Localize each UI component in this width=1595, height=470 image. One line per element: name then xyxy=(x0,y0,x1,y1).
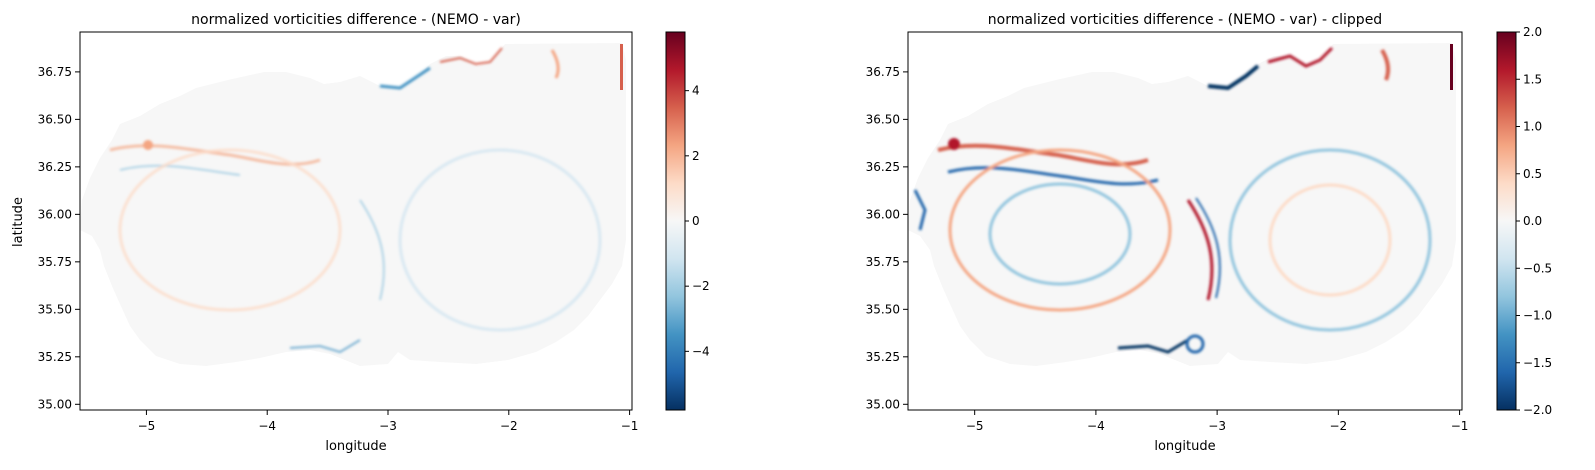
right-central-blue-filament xyxy=(1195,197,1221,299)
right-xlabel: longitude xyxy=(1154,439,1215,454)
right-western-blue-filament xyxy=(947,166,1159,186)
right-xtick-label: −2 xyxy=(1329,419,1347,433)
left-ytick-label: 35.25 xyxy=(38,350,72,364)
left-xtick-label: −4 xyxy=(258,419,276,433)
right-plot-frame xyxy=(907,31,1463,411)
right-chart: normalized vorticities difference - (NEM… xyxy=(866,12,1553,454)
right-colorbar-tick-label: 0.5 xyxy=(1523,167,1542,181)
left-ytick-label: 36.25 xyxy=(38,160,72,174)
left-western-gyre xyxy=(118,148,342,312)
right-ytick-label: 36.00 xyxy=(866,207,900,221)
left-eastern-red-filament xyxy=(550,49,560,79)
left-central-filament xyxy=(359,199,385,301)
right-eastern-gyre-outer xyxy=(1228,148,1432,332)
left-ytick-label: 35.00 xyxy=(38,397,72,411)
right-colorbar: −2.0 −1.5 −1.0 −0.5 0.0 0.5 1.0 1.5 2.0 xyxy=(1496,25,1552,417)
left-x-axis: −5 −4 −3 −2 −1 xyxy=(138,410,639,433)
left-ytick-label: 35.50 xyxy=(38,302,72,316)
right-chart-title: normalized vorticities difference - (NEM… xyxy=(988,12,1382,28)
right-colorbar-ticks: −2.0 −1.5 −1.0 −0.5 0.0 0.5 1.0 1.5 2.0 xyxy=(1516,25,1552,417)
left-xtick-label: −5 xyxy=(138,419,156,433)
left-coastal-blue-filament xyxy=(379,66,431,90)
right-eastern-boundary-strip xyxy=(1450,44,1453,90)
left-ytick-label: 36.50 xyxy=(38,112,72,126)
right-ytick-label: 35.50 xyxy=(866,302,900,316)
right-xtick-label: −1 xyxy=(1451,419,1469,433)
left-colorbar-tick-label: 4 xyxy=(692,84,700,98)
left-y-axis: 35.00 35.25 35.50 35.75 36.00 36.25 36.50 36.75 xyxy=(38,65,80,411)
right-ytick-label: 36.25 xyxy=(866,160,900,174)
left-xtick-label: −1 xyxy=(621,419,639,433)
right-colorbar-tick-label: −2.0 xyxy=(1523,403,1552,417)
left-coastal-red-filament xyxy=(439,47,503,66)
right-xtick-label: −4 xyxy=(1087,419,1105,433)
right-colorbar-tick-label: 0.0 xyxy=(1523,214,1542,228)
right-eastern-red-filament xyxy=(1380,48,1391,81)
left-colorbar-tick-label: 0 xyxy=(692,214,700,228)
left-heatmap xyxy=(80,43,626,366)
right-western-gyre-outer xyxy=(948,148,1172,312)
right-western-gyre-inner xyxy=(988,182,1132,286)
left-xlabel: longitude xyxy=(325,439,386,454)
right-ytick-label: 35.00 xyxy=(866,397,900,411)
right-southern-filament xyxy=(1117,338,1189,354)
left-eastern-boundary-strip xyxy=(620,44,623,90)
left-southern-filament xyxy=(289,339,361,354)
right-xtick-label: −5 xyxy=(966,419,984,433)
left-colorbar: −4 −2 0 2 4 xyxy=(665,31,710,411)
right-colorbar-tick-label: −1.5 xyxy=(1523,356,1552,370)
right-eddy-nw xyxy=(948,138,960,150)
right-ocean-domain xyxy=(908,43,1456,366)
right-colorbar-tick-label: −0.5 xyxy=(1523,261,1552,275)
right-coastal-blue-filament xyxy=(1207,64,1260,91)
right-colorbar-tick-label: 2.0 xyxy=(1523,25,1542,39)
left-colorbar-ticks: −4 −2 0 2 4 xyxy=(685,84,710,358)
right-eastern-gyre-inner xyxy=(1268,183,1392,297)
right-ytick-label: 35.75 xyxy=(866,255,900,269)
right-x-axis: −5 −4 −3 −2 −1 xyxy=(966,410,1469,433)
right-colorbar-tick-label: 1.0 xyxy=(1523,120,1542,134)
right-colorbar-tick-label: −1.0 xyxy=(1523,309,1552,323)
right-western-red-filament xyxy=(937,143,1149,167)
left-ytick-label: 36.00 xyxy=(38,207,72,221)
left-chart-title: normalized vorticities difference - (NEM… xyxy=(191,12,521,28)
left-colorbar-tick-label: −2 xyxy=(692,279,710,293)
left-chart: normalized vorticities difference - (NEM… xyxy=(11,12,710,454)
left-western-blue-filament xyxy=(119,164,241,176)
left-eastern-gyre xyxy=(398,148,602,332)
left-colorbar-tick-label: 2 xyxy=(692,149,700,163)
right-ytick-label: 36.75 xyxy=(866,65,900,79)
left-ocean-domain xyxy=(80,43,626,366)
right-y-axis: 35.00 35.25 35.50 35.75 36.00 36.25 36.50 36.75 xyxy=(866,65,908,411)
left-ylabel: latitude xyxy=(11,197,26,247)
right-western-edge-filament xyxy=(913,189,927,231)
left-eddy-nw xyxy=(143,140,153,150)
left-colorbar-tick-label: −4 xyxy=(692,344,710,358)
right-ytick-label: 36.50 xyxy=(866,112,900,126)
left-ytick-label: 36.75 xyxy=(38,65,72,79)
left-colorbar-gradient xyxy=(665,31,686,411)
left-plot-frame xyxy=(79,31,633,411)
right-colorbar-gradient xyxy=(1496,31,1517,411)
left-xtick-label: −3 xyxy=(379,419,397,433)
left-ytick-label: 35.75 xyxy=(38,255,72,269)
left-xtick-label: −2 xyxy=(500,419,518,433)
right-ytick-label: 35.25 xyxy=(866,350,900,364)
right-southern-eddy xyxy=(1185,334,1205,354)
right-central-filament xyxy=(1186,199,1214,301)
right-colorbar-tick-label: 1.5 xyxy=(1523,72,1542,86)
right-coastal-red-filament xyxy=(1267,46,1334,68)
right-heatmap xyxy=(908,43,1456,366)
right-xtick-label: −3 xyxy=(1208,419,1226,433)
